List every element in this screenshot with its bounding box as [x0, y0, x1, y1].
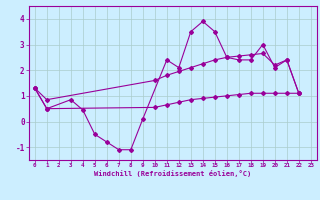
X-axis label: Windchill (Refroidissement éolien,°C): Windchill (Refroidissement éolien,°C)	[94, 170, 252, 177]
